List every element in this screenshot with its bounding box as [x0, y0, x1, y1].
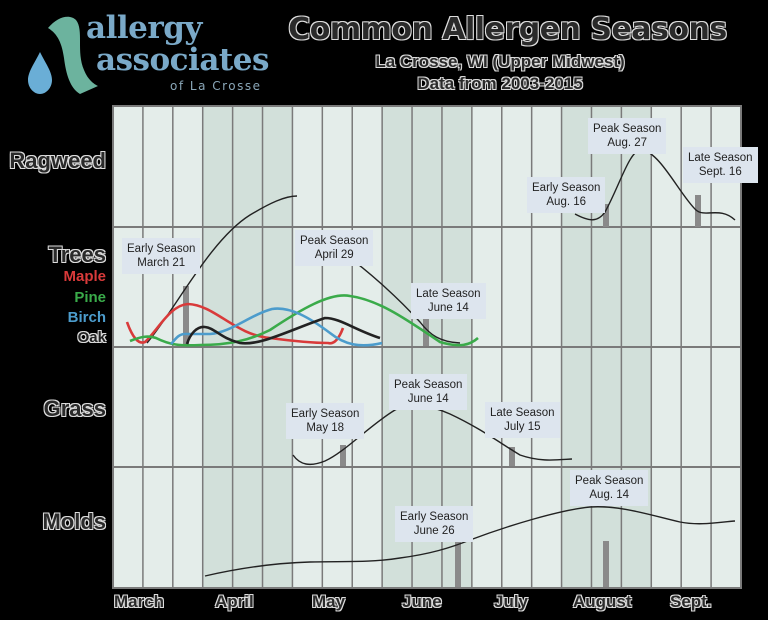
month-may: May	[312, 592, 346, 611]
season-marker	[603, 541, 609, 588]
month-sept: Sept.	[670, 592, 712, 611]
row-label-trees: Trees	[48, 242, 107, 267]
month-july: July	[494, 592, 529, 611]
callout-grass-early: Early Season May 18	[286, 403, 365, 439]
callout-molds-early: Early Season June 26	[395, 506, 474, 542]
season-marker	[183, 286, 189, 346]
curve-pine	[129, 294, 479, 347]
season-marker	[509, 447, 515, 466]
logo-line2: associates	[96, 42, 269, 78]
logo-wave-icon	[28, 16, 98, 95]
water-drop-icon	[28, 52, 52, 94]
callout-ragweed-peak: Peak Season Aug. 27	[588, 118, 667, 154]
chart-subtitle-years: Data from 2003-2015	[417, 74, 583, 93]
month-april: April	[215, 592, 254, 611]
row-label-molds: Molds	[42, 509, 106, 534]
callout-ragweed-late: Late Season Sept. 16	[683, 147, 758, 183]
curve-oak	[185, 316, 381, 345]
row-label-ragweed: Ragweed	[9, 148, 106, 173]
curve-birch	[170, 307, 383, 347]
callout-trees-late: Late Season June 14	[411, 283, 486, 319]
logo: allergy associates of La Crosse	[18, 8, 269, 96]
callout-molds-peak: Peak Season Aug. 14	[570, 470, 649, 506]
callout-grass-peak: Peak Season June 14	[389, 374, 468, 410]
month-june: June	[402, 592, 442, 611]
season-marker	[340, 445, 346, 466]
logo-line1: allergy	[86, 10, 202, 46]
legend-oak: Oak	[77, 329, 106, 346]
callout-grass-late: Late Season July 15	[485, 402, 560, 438]
chart-title: Common Allergen Seasons	[288, 12, 727, 47]
month-august: August	[573, 592, 632, 611]
callout-ragweed-early: Early Season Aug. 16	[527, 177, 606, 213]
month-march: March	[114, 592, 165, 611]
season-marker	[603, 204, 609, 227]
legend-birch: Birch	[67, 309, 106, 326]
legend-pine: Pine	[74, 289, 106, 306]
plot-border	[112, 105, 742, 589]
callout-trees-early: Early Season March 21	[122, 238, 201, 274]
legend-maple: Maple	[63, 268, 106, 285]
row-label-grass: Grass	[43, 396, 106, 421]
curve-maple	[125, 302, 345, 345]
season-marker	[455, 542, 461, 588]
logo-line3: of La Crosse	[170, 79, 262, 93]
callout-trees-peak: Peak Season April 29	[295, 230, 374, 266]
chart-subtitle-location: La Crosse, WI (Upper Midwest)	[375, 52, 625, 71]
